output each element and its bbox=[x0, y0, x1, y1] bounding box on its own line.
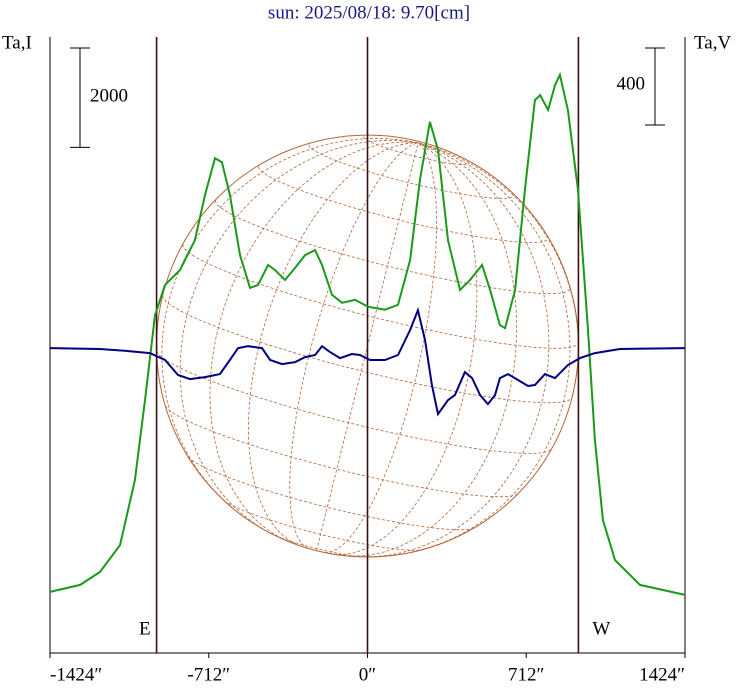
limb-label: W bbox=[592, 618, 610, 639]
x-tick-label: 712″ bbox=[508, 664, 544, 685]
scale-bar-label: 400 bbox=[617, 73, 646, 94]
sun-grid-line bbox=[289, 142, 419, 549]
sun-grid-line bbox=[223, 500, 422, 551]
sun-grid-line bbox=[209, 141, 419, 542]
x-tick-label: 1424″ bbox=[639, 664, 685, 685]
sun-grid-line bbox=[162, 295, 573, 404]
sun-grid-line bbox=[215, 200, 571, 294]
y2-axis-label: Ta,V bbox=[694, 32, 731, 53]
sun-grid-line bbox=[248, 142, 419, 547]
sun-grid-line bbox=[308, 144, 515, 199]
sun-grid-line bbox=[316, 142, 419, 551]
sun-grid-line bbox=[347, 142, 517, 557]
sun-grid-line bbox=[156, 350, 552, 454]
sun-grid-line bbox=[362, 136, 470, 165]
sun-grid-line bbox=[187, 456, 475, 531]
x-tick-label: 0″ bbox=[359, 664, 376, 685]
sun-grid-line bbox=[164, 405, 519, 498]
sun-disk bbox=[156, 134, 579, 558]
x-tick-label: -1424″ bbox=[50, 664, 102, 685]
chart-title: sun: 2025/08/18: 9.70[cm] bbox=[268, 2, 470, 23]
sun-grid-line bbox=[411, 142, 571, 553]
sun-grid-line bbox=[271, 533, 364, 558]
sun-grid-line bbox=[258, 166, 549, 243]
scale-bar-label: 2000 bbox=[90, 85, 128, 106]
limb-label: E bbox=[139, 618, 151, 639]
series-line bbox=[49, 306, 686, 417]
sun-grid-line bbox=[324, 142, 438, 553]
sun-grid-line bbox=[161, 137, 419, 508]
sun-grid-line bbox=[332, 142, 478, 555]
y-axis-label: Ta,I bbox=[2, 32, 32, 53]
series-line bbox=[49, 71, 686, 596]
sun-grid-line bbox=[363, 142, 550, 558]
sun-grid-line bbox=[182, 244, 579, 349]
x-tick-label: -712″ bbox=[187, 664, 230, 685]
sun-grid-line bbox=[179, 139, 419, 535]
